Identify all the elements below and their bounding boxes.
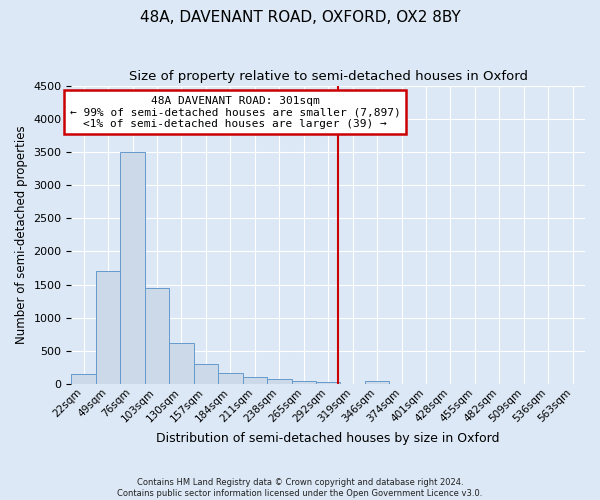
Text: 48A, DAVENANT ROAD, OXFORD, OX2 8BY: 48A, DAVENANT ROAD, OXFORD, OX2 8BY [140,10,460,25]
X-axis label: Distribution of semi-detached houses by size in Oxford: Distribution of semi-detached houses by … [157,432,500,445]
Bar [169,343,194,384]
Text: Contains HM Land Registry data © Crown copyright and database right 2024.
Contai: Contains HM Land Registry data © Crown c… [118,478,482,498]
Bar [267,380,292,384]
Bar [145,288,169,384]
Title: Size of property relative to semi-detached houses in Oxford: Size of property relative to semi-detach… [129,70,528,83]
Bar [121,152,145,384]
Bar [292,380,316,384]
Y-axis label: Number of semi-detached properties: Number of semi-detached properties [15,126,28,344]
Bar [242,378,267,384]
Bar [316,382,340,384]
Bar [194,364,218,384]
Text: 48A DAVENANT ROAD: 301sqm
← 99% of semi-detached houses are smaller (7,897)
<1% : 48A DAVENANT ROAD: 301sqm ← 99% of semi-… [70,96,401,128]
Bar [96,272,121,384]
Bar [365,380,389,384]
Bar [71,374,96,384]
Bar [218,374,242,384]
